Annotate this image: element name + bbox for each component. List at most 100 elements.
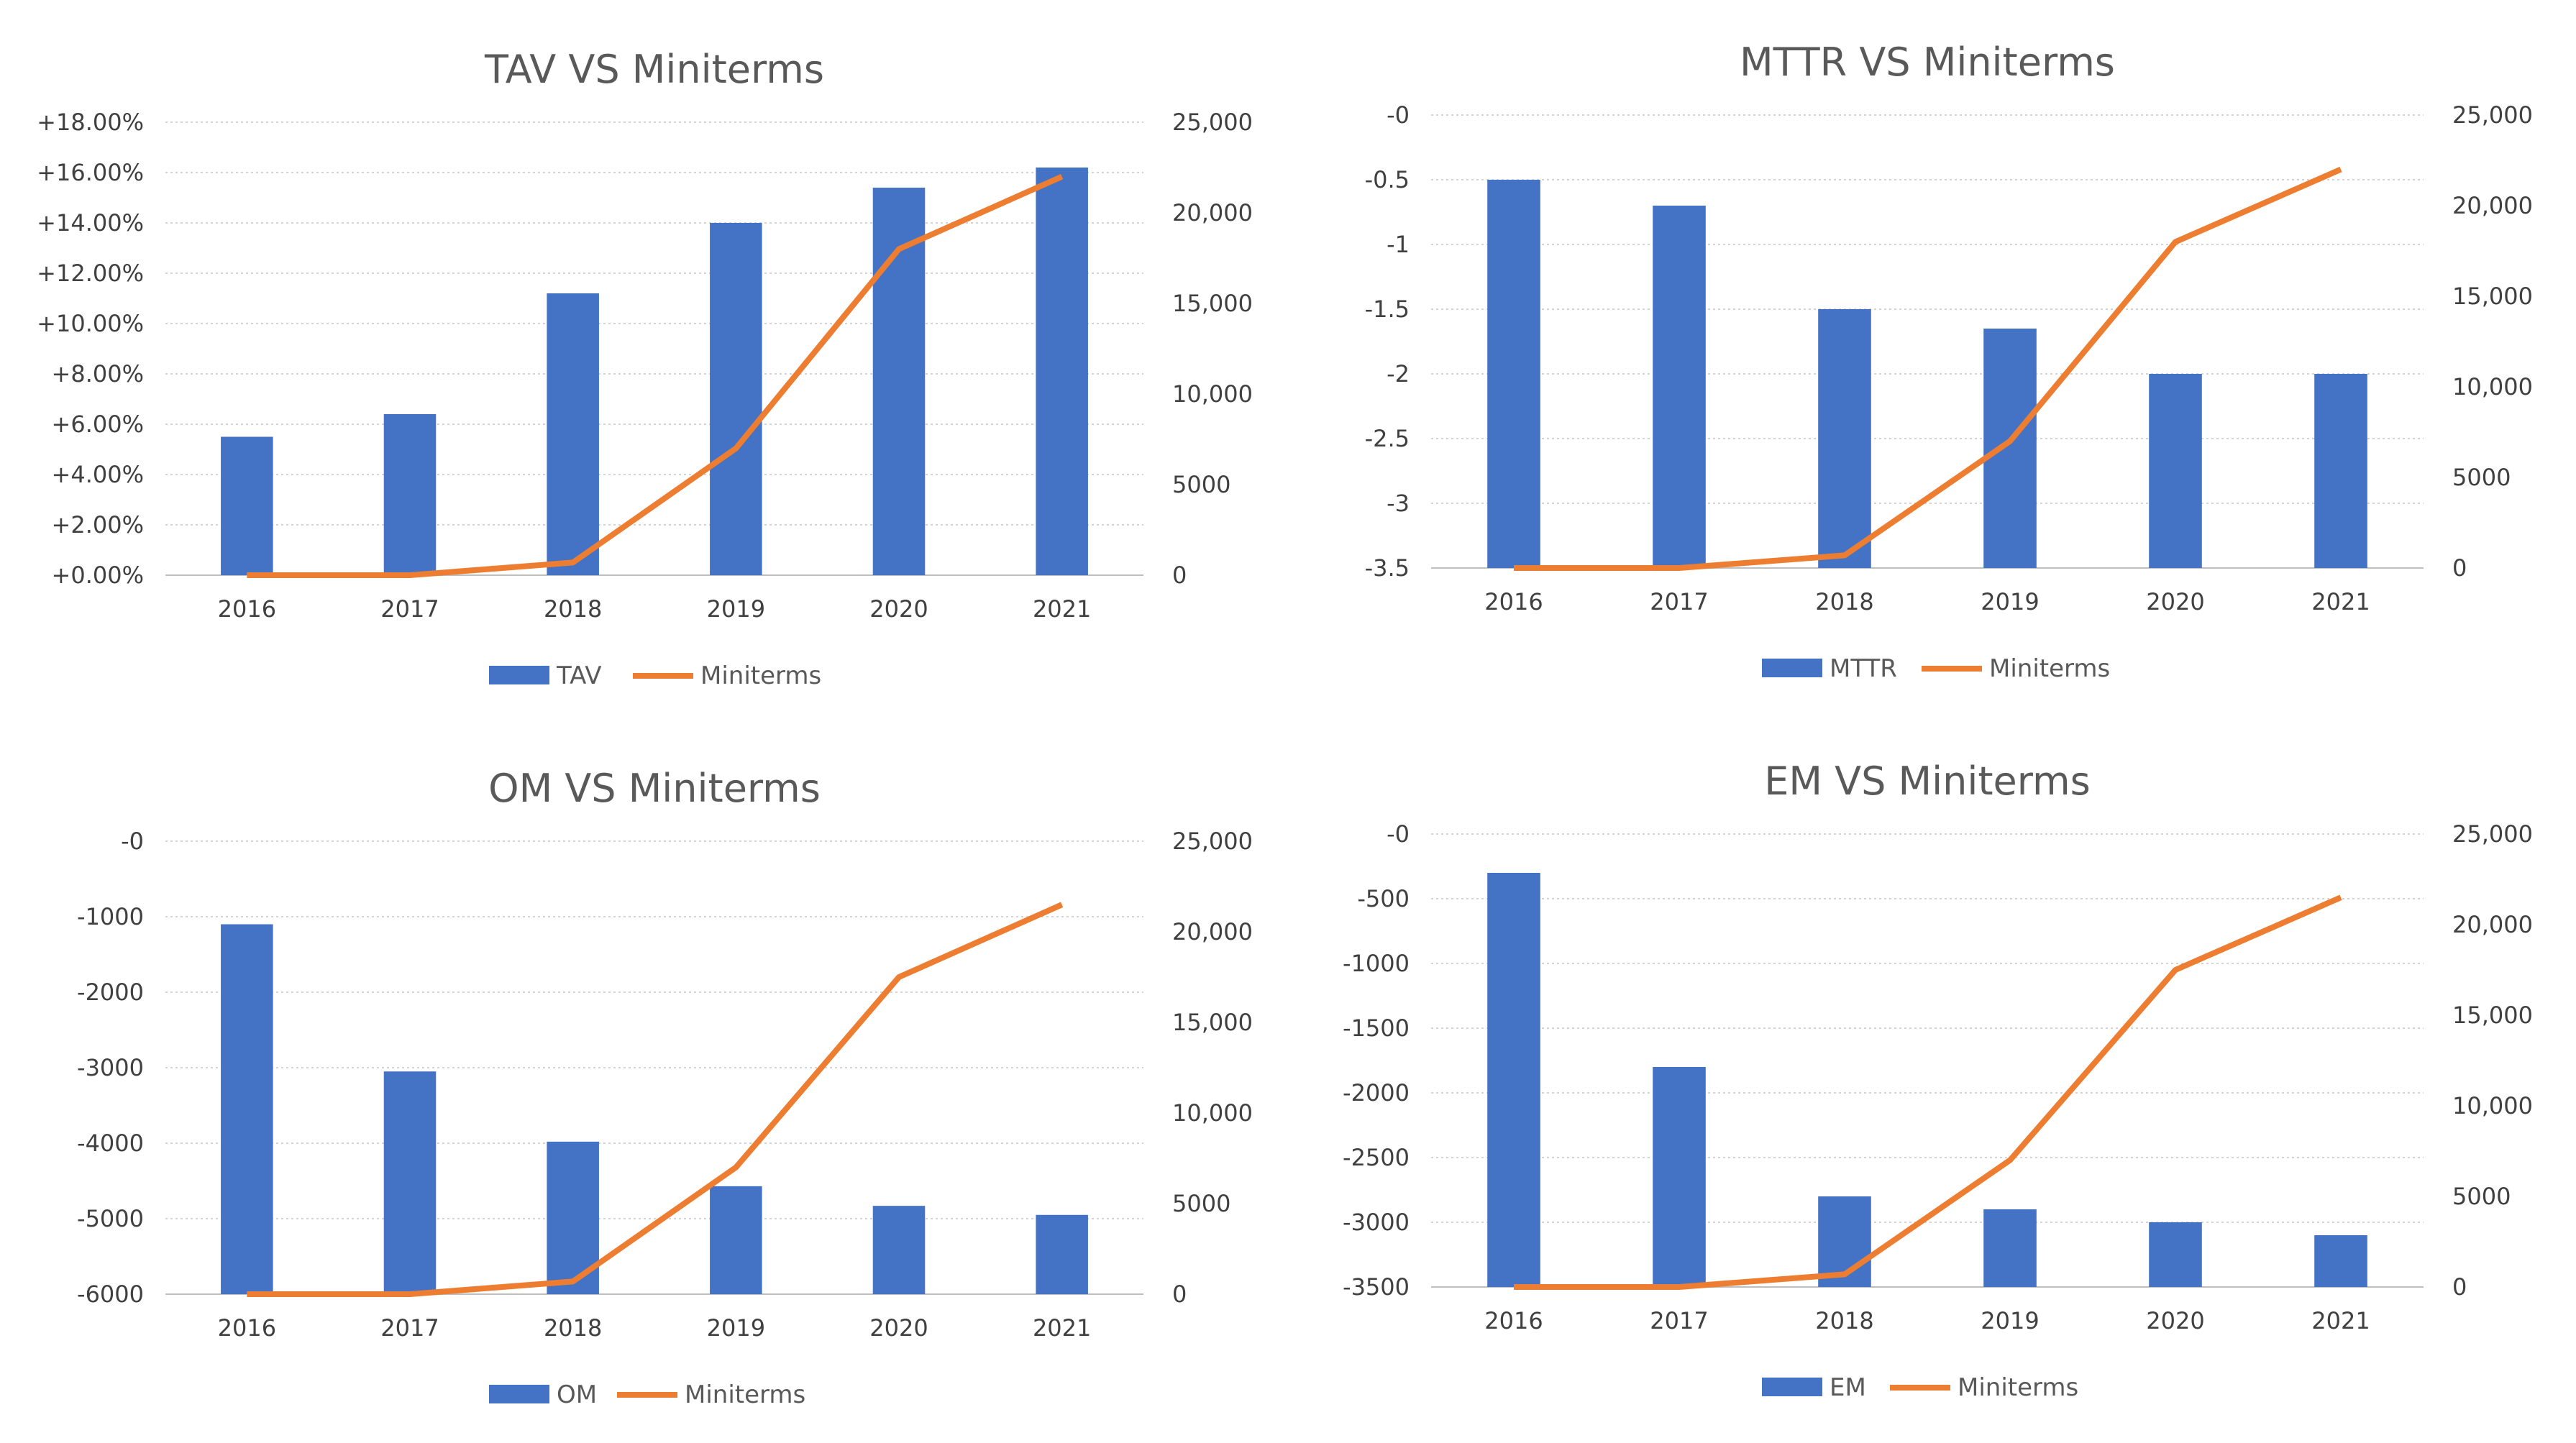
bar-em-2020 [2149,1222,2202,1287]
x-tick-label: 2021 [1033,1314,1091,1342]
bar-tav-2021 [1036,168,1088,575]
legend-label-miniterms: Miniterms [1989,654,2110,683]
x-tick-label: 2018 [544,1314,602,1342]
legend-label-miniterms: Miniterms [1958,1373,2078,1402]
bar-em-2019 [1983,1209,2037,1287]
right-tick-label: 25,000 [1172,828,1253,855]
left-tick-label: +14.00% [37,209,144,237]
right-tick-label: 15,000 [2452,1002,2533,1029]
right-tick-label: 10,000 [1172,380,1253,408]
right-tick-label: 25,000 [2452,101,2533,129]
right-tick-label: 20,000 [1172,918,1253,945]
bar-tav-2019 [710,223,762,575]
legend-swatch-tav [489,666,549,684]
line-miniterms [1514,166,2342,571]
right-tick-label: 0 [2452,554,2467,582]
bar-tav-2020 [872,188,926,575]
tav-vs-miniterms-chart: TAV VS Miniterms +0.00% +2.00% +4.00% +6.00%… [37,47,1253,690]
x-tick-label: 2020 [2146,588,2204,615]
left-tick-label: -1.5 [1365,296,1410,323]
x-tick-label: 2020 [2146,1307,2204,1334]
x-tick-label: 2021 [2311,1307,2370,1334]
bar-mttr-2016 [1487,180,1540,568]
right-tick-label: 15,000 [2452,283,2533,310]
left-tick-label: -3.5 [1365,554,1410,582]
legend-label-miniterms: Miniterms [685,1380,805,1409]
left-tick-label: -3000 [1343,1209,1410,1236]
left-tick-label: +18.00% [37,109,144,136]
line-miniterms [247,173,1064,578]
bar-om-2019 [710,1186,762,1294]
right-tick-label: 15,000 [1172,290,1253,317]
om-vs-miniterms-chart: OM VS Miniterms -6000 -5000 -4000 -3000 -2000… [77,766,1253,1409]
left-tick-label: -2500 [1343,1144,1410,1171]
bar-om-2016 [221,924,273,1294]
x-tick-label: 2017 [1650,588,1708,615]
legend-label-em: EM [1830,1373,1866,1402]
left-tick-label: +0.00% [52,562,144,589]
legend-label-om: OM [557,1380,597,1409]
legend-label-tav: TAV [556,661,601,690]
bar-tav-2017 [383,414,437,575]
x-tick-label: 2016 [1484,588,1543,615]
bar-mttr-2018 [1818,309,1871,568]
right-tick-label: 25,000 [2452,820,2533,848]
left-tick-label: +16.00% [37,159,144,186]
right-tick-label: 25,000 [1172,109,1253,136]
right-tick-label: 20,000 [2452,911,2533,938]
x-tick-label: 2016 [218,1314,276,1342]
legend-swatch-mttr [1762,659,1822,677]
left-tick-label: -0 [1387,101,1410,129]
left-tick-label: -2000 [77,979,144,1006]
left-tick-label: -3500 [1343,1273,1410,1301]
right-tick-label: 0 [1172,562,1187,589]
bar-em-2016 [1487,873,1540,1287]
right-tick-label: 0 [1172,1281,1187,1308]
bar-mttr-2021 [2314,374,2367,568]
bar-em-2017 [1653,1067,1706,1287]
x-tick-label: 2021 [2311,588,2370,615]
bar-mttr-2020 [2149,374,2202,568]
left-tick-label: +6.00% [52,411,144,438]
x-tick-label: 2018 [544,595,602,623]
x-tick-label: 2016 [218,595,276,623]
right-tick-label: 15,000 [1172,1009,1253,1036]
bar-om-2020 [872,1206,926,1294]
x-tick-label: 2020 [869,1314,928,1342]
line-miniterms [1514,894,2342,1290]
x-tick-label: 2017 [1650,1307,1708,1334]
bar-om-2021 [1036,1214,1088,1294]
right-tick-label: 5000 [2452,464,2511,491]
chart-title: TAV VS Miniterms [484,47,824,92]
left-tick-label: -3000 [77,1054,144,1081]
x-tick-label: 2020 [869,595,928,623]
x-tick-label: 2019 [1981,1307,2039,1334]
left-tick-label: -2000 [1343,1079,1410,1107]
chart-title: MTTR VS Miniterms [1740,40,2115,85]
right-tick-label: 20,000 [2452,192,2533,219]
bar-tav-2018 [547,293,599,575]
left-tick-label: -0 [121,828,144,855]
x-tick-label: 2018 [1815,588,1873,615]
left-tick-label: +2.00% [52,511,144,539]
right-tick-label: 10,000 [2452,373,2533,400]
right-tick-label: 5000 [2452,1183,2511,1210]
left-tick-label: -500 [1357,885,1410,912]
left-tick-label: +4.00% [52,461,144,488]
right-tick-label: 10,000 [1172,1099,1253,1127]
bar-tav-2016 [221,436,273,575]
left-tick-label: -6000 [77,1281,144,1308]
legend-label-miniterms: Miniterms [700,661,821,690]
left-tick-label: -1000 [77,903,144,930]
left-tick-label: -3 [1387,490,1410,517]
legend-swatch-em [1762,1378,1822,1396]
left-tick-label: -4000 [77,1130,144,1157]
chart-title: OM VS Miniterms [488,766,821,811]
left-tick-label: +8.00% [52,360,144,388]
left-tick-label: +12.00% [37,260,144,287]
left-tick-label: +10.00% [37,310,144,337]
em-vs-miniterms-chart: EM VS Miniterms -3500 -3000 -2500 -2000 -1500… [1343,759,2533,1402]
left-tick-label: -1000 [1343,950,1410,977]
left-tick-label: -0 [1387,820,1410,848]
x-tick-label: 2021 [1033,595,1091,623]
